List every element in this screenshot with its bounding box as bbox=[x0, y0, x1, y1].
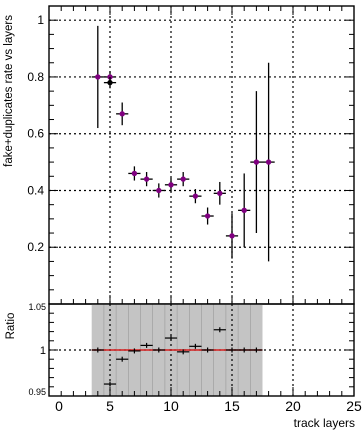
data-point-marker bbox=[119, 111, 125, 117]
x-axis-label: track layers bbox=[294, 416, 355, 430]
data-point-marker bbox=[241, 207, 247, 214]
x-tick-label: 0 bbox=[55, 398, 63, 414]
ratio-y-tick-label: 0.95 bbox=[28, 387, 46, 397]
x-tick-label: 15 bbox=[224, 398, 240, 414]
data-point-marker bbox=[180, 176, 186, 182]
data-point-marker bbox=[143, 176, 150, 182]
data-point-marker bbox=[156, 187, 162, 194]
top-y-tick-label: 0.2 bbox=[27, 240, 44, 254]
ratio-y-tick-label: 1.05 bbox=[28, 302, 46, 312]
data-point-marker bbox=[229, 233, 235, 239]
top-y-tick-label: 0.8 bbox=[27, 70, 44, 84]
data-point-marker bbox=[131, 170, 138, 177]
data-point-marker bbox=[217, 190, 223, 197]
x-tick-label: 20 bbox=[285, 398, 301, 414]
ratio-y-tick-label: 1 bbox=[40, 345, 46, 357]
data-point-marker bbox=[192, 193, 199, 199]
data-point-marker bbox=[253, 159, 260, 165]
data-point-marker bbox=[95, 74, 101, 80]
x-tick-label: 25 bbox=[346, 398, 362, 414]
top-y-axis-label: fake+duplicates rate vs layers bbox=[3, 15, 15, 167]
top-y-tick-label: 1 bbox=[37, 13, 44, 27]
data-point-marker bbox=[107, 79, 113, 86]
x-tick-label: 5 bbox=[106, 398, 114, 414]
top-panel: 0.2 0.4 0.6 0.8 1 bbox=[27, 5, 355, 305]
top-y-tick-label: 0.6 bbox=[27, 127, 44, 141]
ratio-panel: 0.95 1 1.05 0 5 10 15 20 25 bbox=[28, 302, 362, 414]
top-y-tick-label: 0.4 bbox=[27, 183, 44, 197]
data-point-marker bbox=[168, 182, 174, 188]
data-point-marker bbox=[204, 213, 211, 219]
x-tick-label: 10 bbox=[163, 398, 179, 414]
ratio-y-axis-label: Ratio bbox=[5, 313, 17, 340]
data-point-marker bbox=[265, 159, 272, 165]
